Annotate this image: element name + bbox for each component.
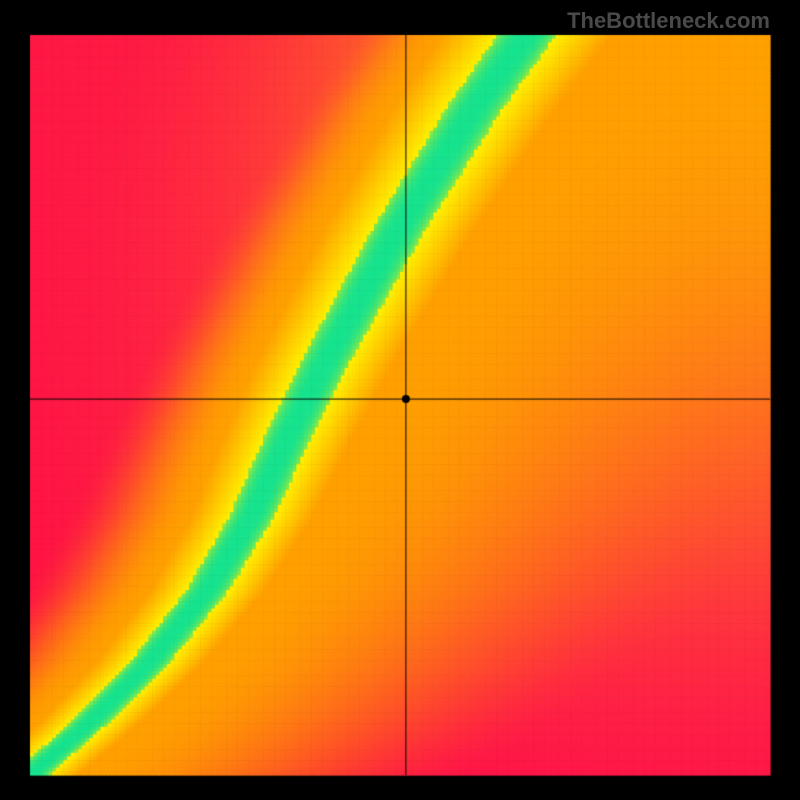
chart-container: TheBottleneck.com [0,0,800,800]
watermark-text: TheBottleneck.com [567,8,770,34]
bottleneck-heatmap [0,0,800,800]
